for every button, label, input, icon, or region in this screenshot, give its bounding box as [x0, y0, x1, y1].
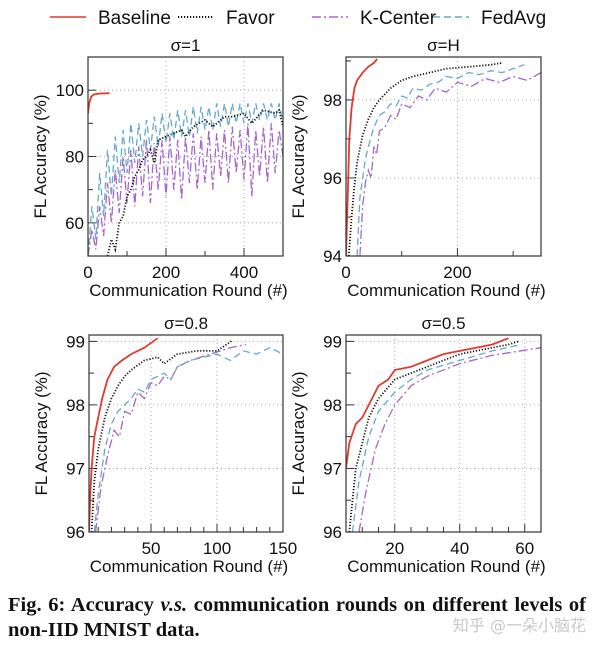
- subplot-1: 0 200 400 60 80 100 σ=1 Communication Round (#)…: [31, 36, 288, 300]
- series-baseline: [88, 92, 110, 114]
- y-axis-label: FL Accuracy (%): [32, 371, 51, 495]
- y-tick-label: 98: [66, 396, 85, 415]
- y-tick-label: 96: [323, 523, 342, 542]
- series-baseline: [346, 58, 378, 256]
- legend-label: K-Center: [360, 8, 437, 29]
- series-baseline: [89, 337, 159, 532]
- plot-frame: [88, 334, 284, 533]
- subplot-title: σ=1: [171, 36, 201, 55]
- series-favor: [90, 339, 234, 532]
- y-tick-label: 80: [65, 148, 84, 167]
- x-tick-label: 150: [269, 539, 297, 558]
- legend-entry-favor: Favor: [178, 8, 275, 29]
- y-tick-label: 96: [323, 169, 342, 188]
- plot-frame: [345, 334, 542, 533]
- y-axis-label: FL Accuracy (%): [31, 94, 50, 218]
- caption-prefix: Fig. 6: Accuracy: [8, 594, 161, 616]
- series-favor: [347, 62, 503, 256]
- y-tick-label: 99: [66, 332, 85, 351]
- plot-frame: [87, 56, 284, 257]
- legend-entry-fedavg: FedAvg: [433, 8, 546, 29]
- y-tick-label: 97: [323, 459, 342, 478]
- x-tick-label: 400: [230, 263, 258, 282]
- series-k-center: [94, 343, 247, 532]
- y-axis-label: FL Accuracy (%): [289, 94, 308, 218]
- legend-entry-k-center: K-Center: [312, 8, 437, 29]
- x-tick-label: 20: [385, 539, 404, 558]
- legend-entry-baseline: Baseline: [50, 8, 171, 29]
- series-fedavg: [351, 343, 522, 532]
- y-tick-label: 98: [323, 396, 342, 415]
- y-tick-label: 100: [56, 81, 84, 100]
- x-axis-label: Communication Round (#): [347, 281, 545, 300]
- x-tick-label: 0: [83, 263, 92, 282]
- series-k-center: [359, 72, 541, 256]
- x-axis-label: Communication Round (#): [90, 557, 288, 576]
- y-tick-label: 98: [323, 91, 342, 110]
- x-tick-label: 40: [450, 539, 469, 558]
- series-baseline: [346, 337, 509, 469]
- legend-label: FedAvg: [481, 8, 546, 29]
- y-tick-label: 60: [65, 214, 84, 233]
- x-tick-label: 60: [515, 539, 534, 558]
- series-fedavg: [93, 346, 283, 532]
- figure-caption: Fig. 6: Accuracy v.s. communication roun…: [8, 593, 586, 643]
- subplot-title: σ=0.8: [164, 314, 208, 333]
- x-axis-label: Communication Round (#): [89, 281, 287, 300]
- subplot-title: σ=0.5: [421, 314, 465, 333]
- caption-suffix: communication rounds on different levels…: [8, 594, 587, 641]
- series-favor: [348, 340, 519, 532]
- watermark: 知乎 @一朵小脑花: [452, 616, 586, 635]
- caption-italic: v.s.: [160, 594, 188, 616]
- y-tick-label: 97: [66, 459, 85, 478]
- y-tick-label: 94: [323, 247, 342, 266]
- legend-label: Baseline: [98, 8, 171, 29]
- y-axis-label: FL Accuracy (%): [289, 371, 308, 495]
- series-fedavg: [88, 103, 283, 256]
- y-tick-label: 99: [323, 332, 342, 351]
- x-tick-label: 200: [443, 263, 471, 282]
- subplot-title: σ=H: [427, 36, 460, 55]
- x-axis-label: Communication Round (#): [347, 557, 545, 576]
- legend: Baseline Favor K-Center FedAvg: [50, 8, 546, 29]
- x-tick-label: 100: [203, 539, 231, 558]
- subplot-3: 50 100 150 96 97 98 99 σ=0.8 Communication Round…: [32, 314, 297, 576]
- x-tick-label: 0: [341, 263, 350, 282]
- subplot-2: 0 200 94 96 98 σ=H Communication Round (#) FL A…: [289, 36, 546, 300]
- series-k-center: [88, 123, 283, 256]
- series-k-center: [358, 347, 541, 532]
- series-favor: [106, 108, 283, 256]
- subplot-4: 20 40 60 96 97 98 99 σ=0.5 Communication Round (…: [289, 314, 546, 576]
- y-tick-label: 96: [66, 523, 85, 542]
- legend-label: Favor: [226, 8, 275, 29]
- series-fedavg: [356, 64, 525, 256]
- plot-frame: [345, 56, 542, 257]
- x-tick-label: 200: [152, 263, 180, 282]
- x-tick-label: 50: [142, 539, 161, 558]
